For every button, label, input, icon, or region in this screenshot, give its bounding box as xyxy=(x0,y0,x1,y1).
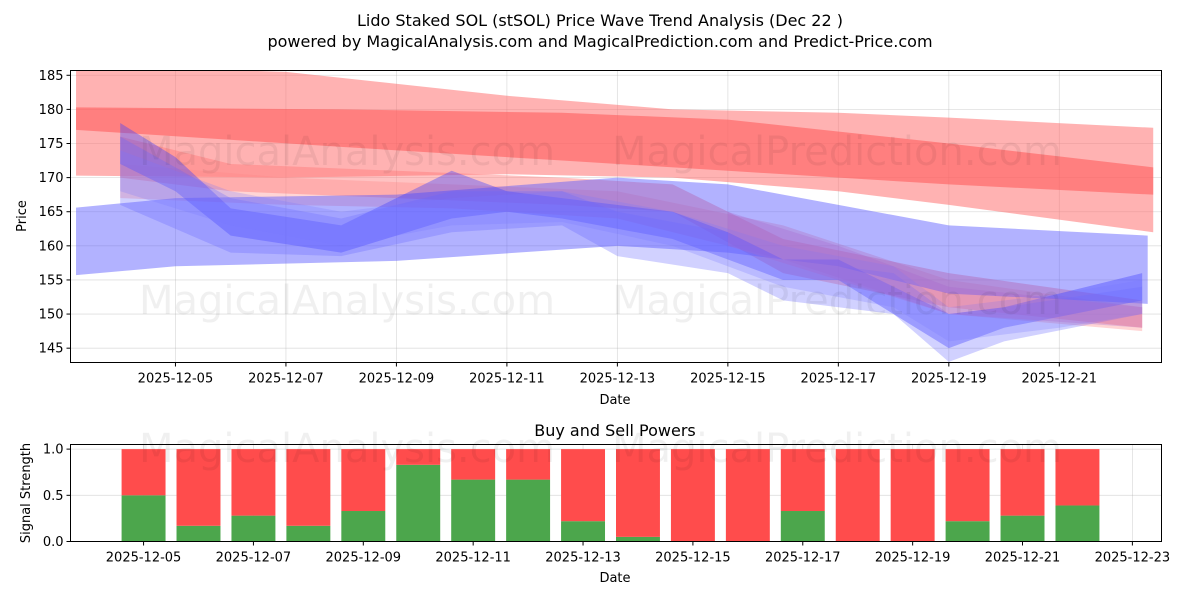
sell-bar xyxy=(176,449,221,526)
x-tick-label: 2025-12-19 xyxy=(911,372,987,387)
x-tick-label: 2025-12-15 xyxy=(690,372,766,387)
buy-sell-title: Buy and Sell Powers xyxy=(534,421,696,440)
watermark-magicalanalysis: MagicalAnalysis.com xyxy=(139,129,555,175)
y-tick-label: 185 xyxy=(39,69,64,84)
wave-band xyxy=(120,123,1143,349)
watermark-magicalanalysis: MagicalAnalysis.com xyxy=(139,426,555,472)
buy-bar xyxy=(616,536,660,542)
buy-sell-bars xyxy=(121,449,1100,542)
sell-bar xyxy=(1055,449,1100,506)
sell-bar xyxy=(890,449,935,542)
buy-bar xyxy=(1000,515,1045,542)
x-tick-label: 2025-12-17 xyxy=(765,551,841,566)
x-tick-label: 2025-12-09 xyxy=(326,551,402,566)
y-tick-label: 0.5 xyxy=(43,489,64,504)
y-tick-label: 160 xyxy=(39,239,64,254)
sell-bar xyxy=(1000,449,1045,516)
buy-bar xyxy=(506,479,551,542)
x-tick-label: 2025-12-13 xyxy=(545,551,621,566)
y-tick-label: 170 xyxy=(39,171,64,186)
x-tick-label: 2025-12-07 xyxy=(216,551,292,566)
x-tick-label: 2025-12-15 xyxy=(655,551,731,566)
sell-bar xyxy=(396,449,441,465)
sell-bar xyxy=(616,449,660,537)
wave-band xyxy=(120,163,1143,332)
x-tick-label: 2025-12-09 xyxy=(359,372,435,387)
x-tick-label: 2025-12-21 xyxy=(1022,372,1098,387)
main-ticks: 2025-12-05 2025-12-07 2025-12-09 2025-12-11… xyxy=(39,69,1097,387)
x-tick-label: 2025-12-17 xyxy=(801,372,877,387)
x-tick-label: 2025-12-11 xyxy=(435,551,511,566)
y-tick-label: 150 xyxy=(39,308,64,323)
buy-bar xyxy=(231,515,276,542)
buy-bar xyxy=(561,521,606,542)
wave-band xyxy=(76,107,1154,195)
buy-bar xyxy=(1055,505,1100,542)
sell-bar xyxy=(835,449,880,542)
y-tick-label: 145 xyxy=(39,342,64,357)
sell-bar xyxy=(341,449,386,512)
buy-bar xyxy=(176,525,221,542)
x-tick-label: 2025-12-23 xyxy=(1095,551,1171,566)
y-tick-label: 0.0 xyxy=(43,535,64,550)
sub-x-axis-label: Date xyxy=(599,571,630,586)
wave-band xyxy=(76,177,1148,304)
buy-bar xyxy=(945,521,990,542)
watermark-magicalprediction: MagicalPrediction.com xyxy=(612,278,1062,324)
buy-bar xyxy=(286,525,331,542)
watermark-magicalanalysis: MagicalAnalysis.com xyxy=(139,278,555,324)
wave-band xyxy=(120,136,1143,362)
sell-bar xyxy=(561,449,606,522)
wave-band xyxy=(120,136,1143,328)
x-tick-label: 2025-12-05 xyxy=(138,372,214,387)
buy-bar xyxy=(121,495,166,542)
y-tick-label: 165 xyxy=(39,205,64,220)
sell-bar xyxy=(725,449,770,542)
sub-ticks: 2025-12-05 2025-12-07 2025-12-09 2025-12-11… xyxy=(43,443,1170,566)
buy-sell-plot: Buy and Sell Powers MagicalAnalysis.com … xyxy=(19,421,1170,586)
wave-bands xyxy=(76,70,1154,362)
wave-band xyxy=(120,150,1143,342)
buy-bar xyxy=(396,464,441,542)
x-tick-label: 2025-12-05 xyxy=(106,551,182,566)
sell-bar xyxy=(231,449,276,516)
buy-bar xyxy=(780,511,825,542)
x-tick-label: 2025-12-13 xyxy=(580,372,656,387)
buy-bar xyxy=(451,479,496,542)
wave-band xyxy=(727,211,1143,328)
watermark-magicalprediction: MagicalPrediction.com xyxy=(612,129,1062,175)
y-tick-label: 175 xyxy=(39,137,64,152)
chart-subtitle: powered by MagicalAnalysis.com and Magic… xyxy=(267,32,932,51)
y-tick-label: 1.0 xyxy=(43,443,64,458)
price-wave-plot: MagicalAnalysis.com MagicalPrediction.co… xyxy=(15,69,1162,408)
main-x-axis-label: Date xyxy=(599,393,630,408)
x-tick-label: 2025-12-21 xyxy=(985,551,1061,566)
sell-bar xyxy=(670,449,715,542)
x-tick-label: 2025-12-07 xyxy=(248,372,324,387)
sell-bar xyxy=(945,449,990,522)
x-tick-label: 2025-12-19 xyxy=(875,551,951,566)
buy-bar xyxy=(341,511,386,542)
sell-bar xyxy=(286,449,331,526)
y-tick-label: 155 xyxy=(39,273,64,288)
main-y-axis-label: Price xyxy=(15,200,30,232)
sell-bar xyxy=(451,449,496,480)
sub-y-axis-label: Signal Strength xyxy=(19,443,34,543)
sub-axes-frame xyxy=(70,444,1162,542)
watermark-magicalprediction: MagicalPrediction.com xyxy=(612,426,1062,472)
chart-title: Lido Staked SOL (stSOL) Price Wave Trend… xyxy=(357,11,843,30)
sell-bar xyxy=(121,449,166,496)
sell-bar xyxy=(780,449,825,512)
main-axes-frame xyxy=(70,70,1162,363)
sell-bar xyxy=(506,449,551,480)
x-tick-label: 2025-12-11 xyxy=(469,372,545,387)
y-tick-label: 180 xyxy=(39,103,64,118)
